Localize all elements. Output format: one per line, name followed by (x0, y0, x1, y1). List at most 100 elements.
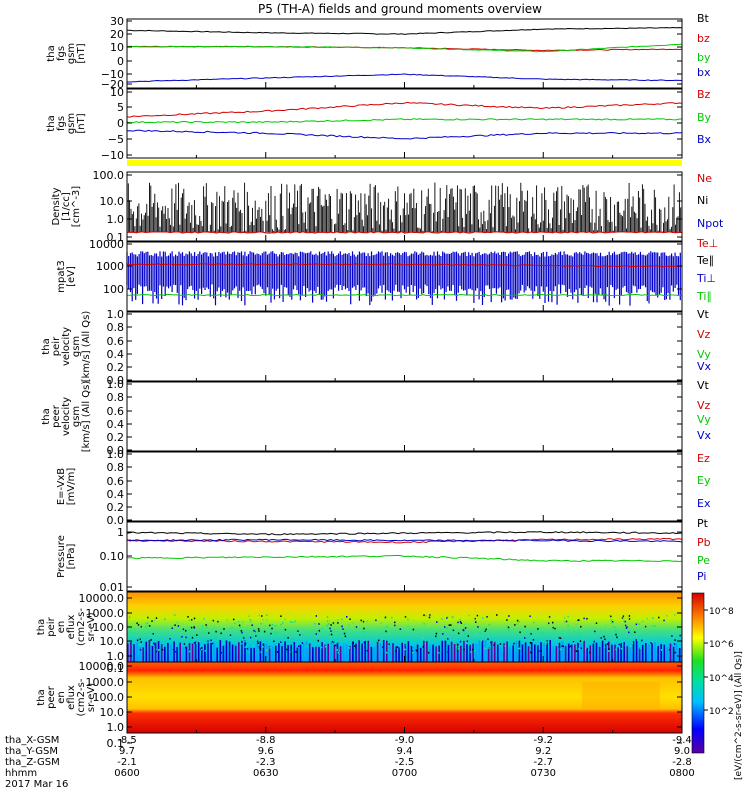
ion-spectrogram-pixel (271, 627, 273, 630)
legend-bz: bz (697, 32, 710, 45)
ion-spectrogram-stripe (370, 646, 373, 669)
ion-spectrogram-pixel (524, 625, 526, 628)
ylabel-line: sr-eV) (86, 683, 97, 712)
ion-spectrogram-pixel (652, 617, 654, 619)
ion-spectrogram-stripe (527, 646, 530, 669)
ephem-value: -2.8 (672, 757, 692, 768)
ion-spectrogram-stripe (407, 641, 410, 664)
ion-spectrogram-pixel (355, 626, 358, 628)
ion-spectrogram-pixel (336, 649, 338, 651)
colorbar-ticks: 10^8 10^6 10^4 10^2 (704, 607, 734, 717)
ion-spectrogram-pixel (220, 651, 222, 654)
ion-spectrogram-pixel (567, 624, 569, 627)
ion-spectrogram-pixel (619, 642, 621, 645)
ephem-value: -2.5 (395, 757, 415, 768)
ephem-row-label: tha_X-GSM (5, 735, 59, 746)
ion-spectrogram-pixel (362, 620, 365, 623)
ion-spectrogram-pixel (329, 635, 331, 638)
ion-spectrogram-pixel (280, 624, 282, 626)
ion-spectrogram-pixel (217, 620, 219, 623)
ion-spectrogram-stripe (645, 643, 647, 666)
ylabel-line: velocity (61, 397, 72, 436)
legend-Bt: Bt (697, 12, 710, 25)
ion-spectrogram-pixel (180, 632, 182, 634)
ion-spectrogram-pixel (452, 635, 454, 637)
ion-spectrogram-pixel (246, 646, 248, 648)
ion-spectrogram-pixel (629, 637, 632, 639)
y-tick-label: 100.0 (93, 621, 125, 634)
ion-spectrogram-stripe (453, 643, 456, 666)
ion-spectrogram-pixel (139, 644, 141, 647)
ion-spectrogram-pixel (404, 648, 406, 651)
ion-spectrogram-pixel (391, 616, 393, 619)
ephem-value: -8.5 (117, 735, 137, 746)
y-tick-label: 0.4 (107, 348, 125, 361)
ion-spectrogram-pixel (247, 651, 250, 654)
ion-spectrogram-pixel (631, 642, 634, 644)
ion-spectrogram-stripe (413, 647, 416, 670)
y-tick-label: −10 (101, 149, 124, 162)
ion-spectrogram-pixel (658, 616, 660, 619)
ion-spectrogram-stripe (130, 642, 132, 665)
ylabel-line: velocity (61, 327, 72, 366)
peer-velocity-x-ticks (126, 445, 683, 451)
ion-spectrogram-pixel (161, 627, 163, 629)
ion-spectrogram-pixel (266, 614, 268, 616)
ion-spectrogram-pixel (458, 645, 460, 648)
legend-Bz: Bz (697, 88, 711, 101)
ion-spectrogram-pixel (668, 649, 671, 651)
ion-spectrogram-pixel (464, 633, 466, 635)
ion-spectrogram-pixel (448, 624, 450, 626)
ion-spectrogram-pixel (459, 621, 462, 623)
ion-spectrogram-stripe (651, 643, 653, 666)
ion-spectrogram-pixel (615, 631, 617, 634)
ion-spectrogram-pixel (332, 622, 335, 624)
ion-spectrogram-stripe (228, 641, 231, 664)
ion-spectrogram-pixel (559, 637, 562, 639)
ion-spectrogram-pixel (137, 624, 140, 626)
ion-spectrogram-pixel (201, 628, 204, 630)
ion-spectrogram-pixel (150, 639, 152, 641)
ion-spectrogram-stripe (308, 643, 311, 666)
ion-spectrogram-stripe (512, 645, 514, 668)
ion-spectrogram-stripe (401, 642, 403, 665)
ion-spectrogram-stripe (530, 642, 533, 665)
fgs-gsm-plot-area (126, 26, 683, 83)
ion-spectrogram-pixel (171, 627, 173, 629)
ion-spectrogram-pixel (496, 614, 498, 616)
ion-spectrogram-pixel (331, 641, 334, 643)
ion-spectrogram-pixel (196, 634, 198, 636)
ylabel-line: [km/s] (All Qs) (81, 381, 92, 453)
ion-spectrogram-pixel (499, 643, 502, 645)
legend-by: by (697, 51, 711, 64)
ion-spectrogram-pixel (463, 629, 465, 632)
legend-Vt: Vt (697, 379, 710, 392)
ion-spectrogram-pixel (273, 625, 276, 627)
ion-spectrogram-stripe (188, 643, 191, 666)
ion-spectrogram-pixel (150, 643, 152, 645)
ion-spectrogram-pixel (619, 647, 621, 649)
ion-spectrogram-pixel (464, 627, 467, 629)
y-tick-label: 1000.0 (86, 676, 125, 689)
ion-spectrogram-stripe (432, 644, 434, 667)
ion-spectrogram-stripe (262, 643, 265, 666)
ion-spectrogram-pixel (170, 641, 172, 644)
legend-Pt: Pt (697, 517, 709, 530)
ion-spectrogram-pixel (366, 649, 368, 652)
ion-spectrogram-stripe (293, 642, 296, 665)
ion-spectrogram-pixel (449, 628, 452, 630)
y-tick-label: 0.2 (107, 431, 125, 444)
ion-spectrogram-pixel (289, 621, 292, 623)
ion-spectrogram-pixel (177, 625, 180, 627)
legend-Pe: Pe (697, 554, 710, 567)
legend-Ni: Ni (697, 194, 708, 207)
ion-spectrogram-pixel (181, 636, 183, 638)
ion-spectrogram-pixel (411, 651, 414, 654)
ion-spectrogram-stripe (450, 641, 453, 664)
ion-spectrogram-stripe (305, 641, 308, 664)
ion-spectrogram-pixel (459, 618, 461, 621)
ion-spectrogram-pixel (248, 615, 250, 617)
ion-spectrogram-stripe (614, 644, 616, 667)
ylabel-line: eflux (66, 685, 77, 710)
ylabel-line: tha (36, 619, 47, 635)
